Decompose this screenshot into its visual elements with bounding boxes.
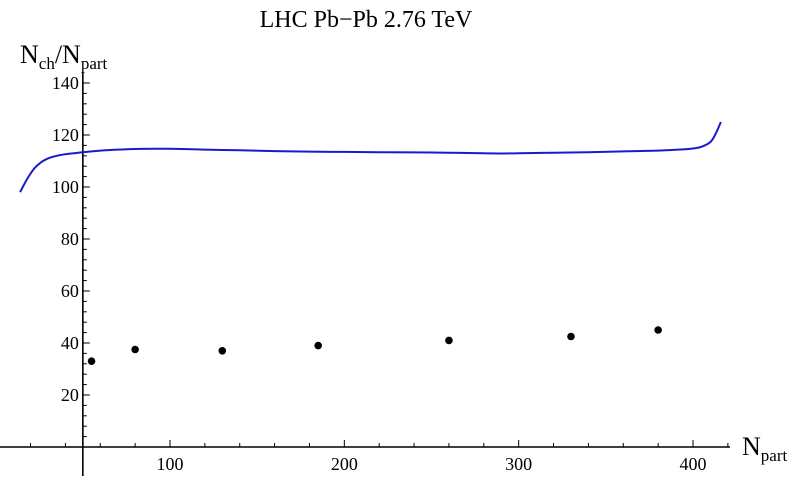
y-tick-label: 80 [61,229,79,249]
data-point [314,341,322,350]
y-tick-label: 100 [52,177,79,197]
x-axis-title-main: N [742,432,761,461]
y-axis-title: Nch/Npart [20,40,108,73]
y-axis-title-sub1: ch [39,54,56,73]
y-tick-label: 140 [52,73,79,93]
y-axis-title-slash: /N [55,40,81,69]
y-tick-label: 40 [61,333,79,353]
y-tick-label: 120 [52,125,79,145]
x-tick-label: 300 [505,454,532,474]
data-point [567,332,575,341]
y-axis-title-main: N [20,40,39,69]
y-tick-label: 60 [61,281,79,301]
data-point [218,347,227,355]
x-axis-title: Npart [742,432,787,465]
data-point [654,326,662,334]
x-tick-label: 400 [680,454,707,474]
data-point [131,345,139,354]
x-tick-label: 100 [157,454,184,474]
data-point [87,357,96,366]
y-axis-title-sub2: part [81,54,108,73]
x-tick-label: 200 [331,454,358,474]
y-tick-label: 20 [61,385,79,405]
data-point [445,336,453,345]
chart-title: LHC Pb−Pb 2.76 TeV [260,7,473,33]
model-curve [19,121,722,193]
x-axis-title-sub: part [761,446,788,465]
